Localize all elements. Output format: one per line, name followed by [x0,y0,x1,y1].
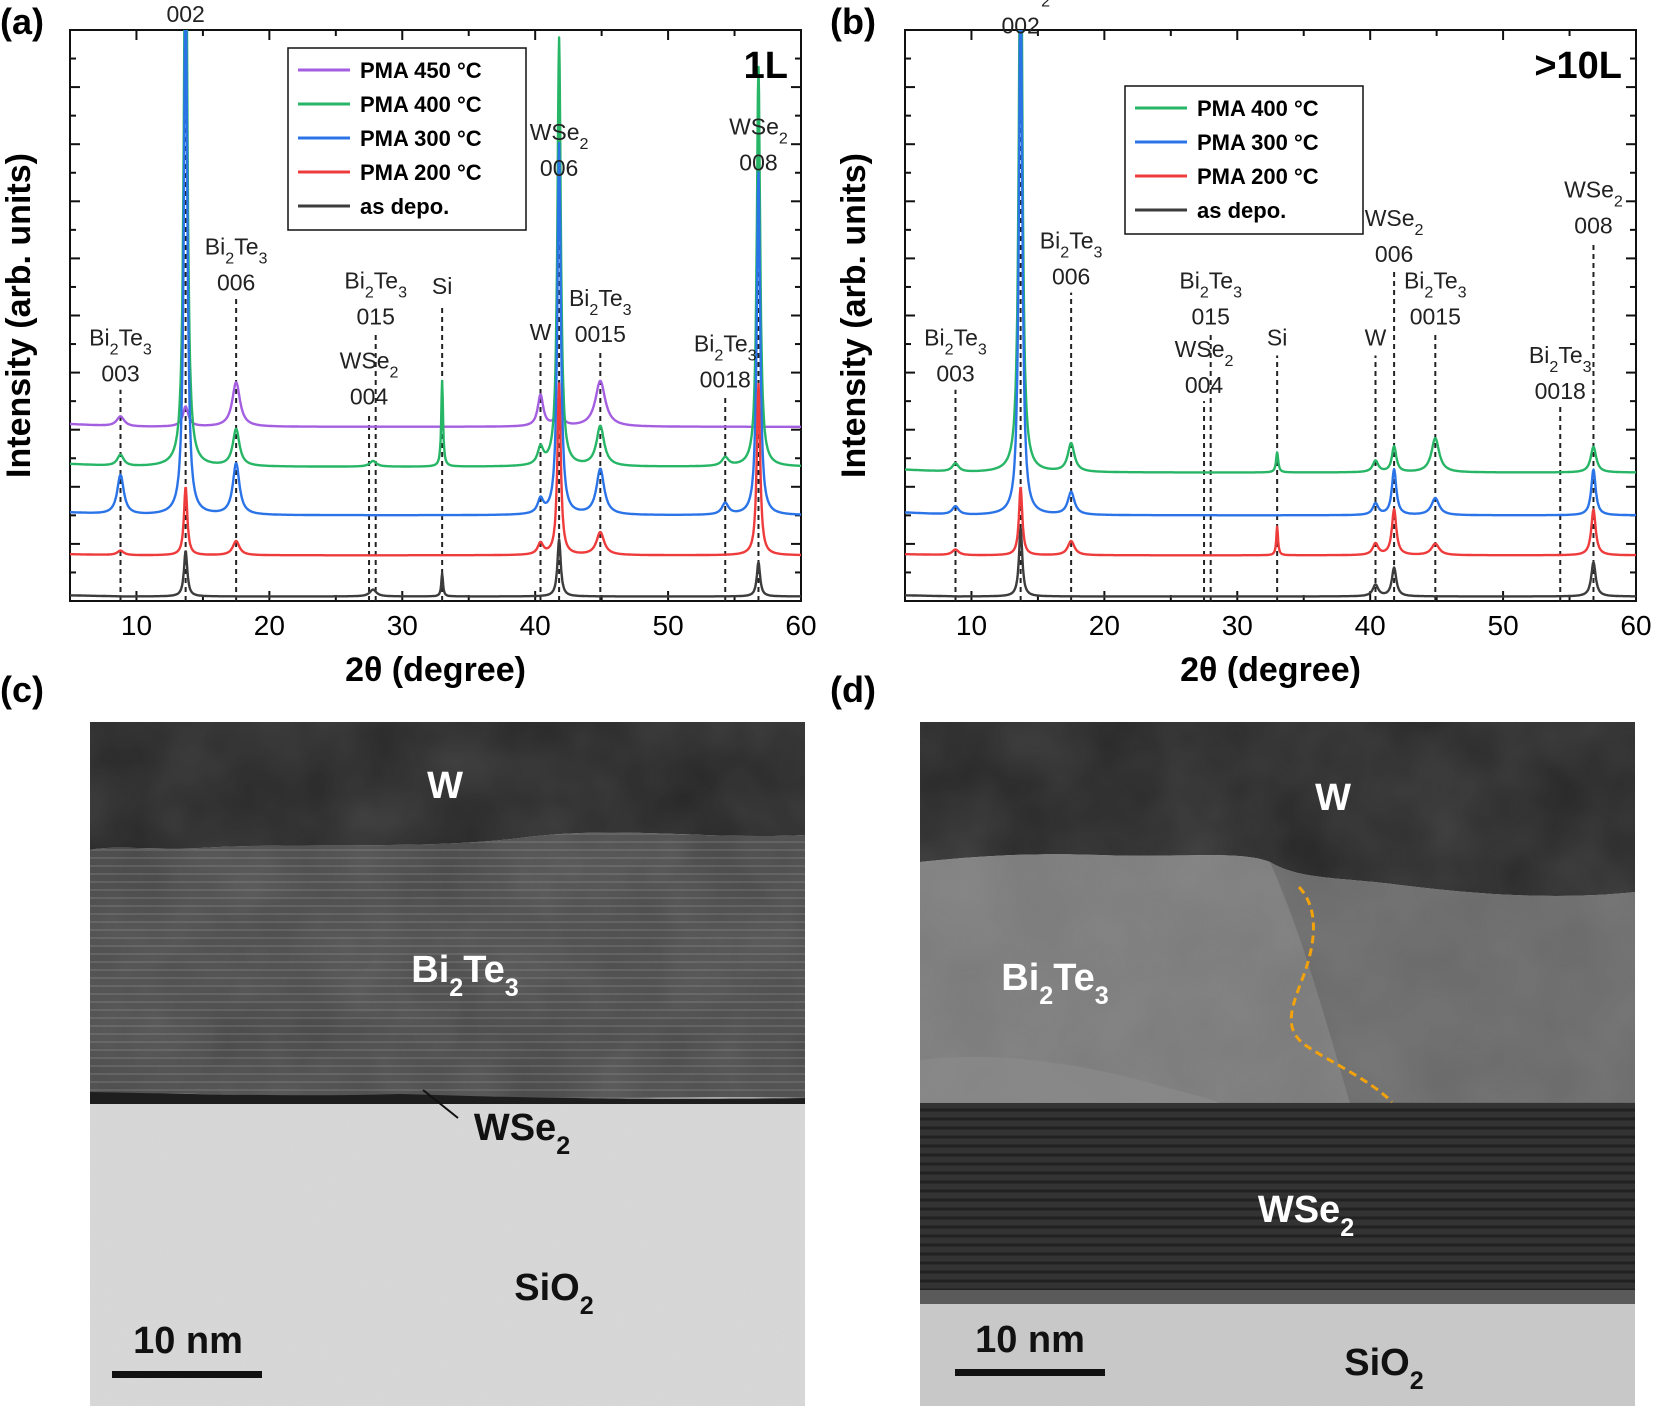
peak-label: Bi2Te3 [569,285,632,319]
peak-label: WSe2 [530,119,589,153]
peak-label: 003 [101,361,139,387]
x-axis-title: 2θ (degree) [345,651,526,689]
peak-label: Bi2Te3 [1179,268,1242,302]
y-axis-title: Intensity (arb. units) [0,153,38,478]
legend-label: PMA 300 °C [360,126,482,151]
peak-label: WSe2 [1175,336,1234,370]
peak-label: 015 [357,304,395,330]
x-tick-label: 40 [520,610,551,641]
tem-c-label-wse2: WSe2 [474,1107,570,1160]
peak-label: 008 [739,149,777,175]
tem-d-label-sio2: SiO2 [1344,1342,1423,1395]
peak-label: 0015 [1410,304,1461,330]
layer-count-label: >10L [1534,45,1622,87]
tem-c-label-sio2: SiO2 [514,1267,593,1320]
tem-d-label-w: W [1315,777,1351,819]
legend-label: as depo. [360,194,449,219]
x-tick-label: 60 [785,610,816,641]
x-tick-label: 50 [653,610,684,641]
tem-image-d: W Bi2Te3 WSe2 SiO2 10 nm [920,722,1635,1406]
layer-count-label: 1L [744,45,788,87]
peak-label: 004 [350,384,389,410]
xrd-chart-10L: 10 20 30 40 50 60 2θ (degree) Intensity (arb. u… [835,0,1652,689]
legend-label: PMA 450 °C [360,58,482,83]
tem-d-scale-label: 10 nm [975,1319,1085,1361]
series-line-pma-400-c [70,30,801,468]
tem-d-label-bi2te3: Bi2Te3 [1001,957,1108,1010]
x-tick-label: 10 [956,610,987,641]
x-tick-label: 20 [1089,610,1120,641]
legend-label: PMA 300 °C [1197,130,1319,155]
peak-label: Bi2Te3 [1040,228,1103,262]
panel-letter-c: (c) [0,669,44,710]
legend-label: PMA 400 °C [360,92,482,117]
series-line-pma-300-c [905,30,1636,517]
peak-label: Bi2Te3 [205,233,268,267]
peak-label: 003 [936,361,974,387]
peak-label: 002 [1001,12,1039,38]
x-tick-label: 30 [1222,610,1253,641]
peak-label: W [530,319,552,345]
legend-label: PMA 200 °C [1197,164,1319,189]
peak-label: 0018 [1535,378,1586,404]
series-line-pma-200-c [70,382,801,557]
peak-label: 008 [1574,212,1612,238]
panel-letter-d: (d) [830,669,876,710]
tem-c-label-w: W [427,765,463,807]
peak-label: Bi2Te3 [344,268,407,302]
tem-c-scale-bar [112,1371,262,1378]
panel-letter-b: (b) [830,1,876,42]
series-line-pma-400-c [905,30,1636,474]
series-line-as-depo- [70,538,801,598]
x-tick-label: 10 [121,610,152,641]
tem-image-c: W Bi2Te3 WSe2 SiO2 10 nm [90,722,805,1406]
peak-label: WSe2 [1365,205,1424,239]
peak-label: 006 [1052,264,1090,290]
x-axis-title: 2θ (degree) [1180,651,1361,689]
panel-letter-a: (a) [0,1,44,42]
x-tick-label: 40 [1355,610,1386,641]
legend-label: as depo. [1197,198,1286,223]
peak-label: 006 [540,155,578,181]
peak-label: 006 [1375,241,1413,267]
peak-label: 0015 [575,321,626,347]
peak-label: WSe2 [1564,176,1623,210]
peak-label: Bi2Te3 [1404,268,1467,302]
x-tick-label: 50 [1488,610,1519,641]
peak-label: 0018 [700,366,751,392]
peak-label: Bi2Te3 [1529,342,1592,376]
tem-d-scale-bar [955,1369,1105,1376]
peak-label: Bi2Te3 [694,330,757,364]
tem-d-label-wse2: WSe2 [1258,1189,1354,1242]
legend-label: PMA 200 °C [360,160,482,185]
peak-label: Bi2Te3 [89,325,152,359]
legend: PMA 400 °C PMA 300 °C PMA 200 °C as depo. [1124,85,1364,235]
x-tick-label: 20 [254,610,285,641]
peak-label: Si [1267,324,1287,350]
peak-label: WSe2 [340,348,399,382]
y-axis-title: Intensity (arb. units) [835,153,873,478]
peak-label: WSe2 [729,113,788,147]
grain-boundary-dashed-curve [1289,885,1394,1104]
tem-c-scale-label: 10 nm [133,1320,243,1362]
peak-label: 006 [217,269,255,295]
series-line-pma-200-c [905,486,1636,557]
peak-label: 004 [1185,372,1224,398]
series-line-pma-300-c [70,30,801,517]
peak-label: WSe2 [991,0,1050,10]
legend: PMA 450 °C PMA 400 °C PMA 300 °C PMA 200 °C… [287,47,527,231]
peak-label: W [1365,324,1387,350]
peak-label: Bi2Te3 [924,325,987,359]
xrd-chart-1L: 10 20 30 40 50 60 2θ (degree) Intensity (arb. u… [0,1,817,689]
x-tick-label: 60 [1620,610,1651,641]
peak-label: Si [432,273,452,299]
peak-label: 015 [1192,304,1230,330]
tem-c-label-bi2te3: Bi2Te3 [411,949,518,1002]
peak-label: 002 [166,1,204,27]
peak-markers [954,41,1595,601]
x-tick-label: 30 [387,610,418,641]
series-line-as-depo- [905,527,1636,598]
legend-label: PMA 400 °C [1197,96,1319,121]
